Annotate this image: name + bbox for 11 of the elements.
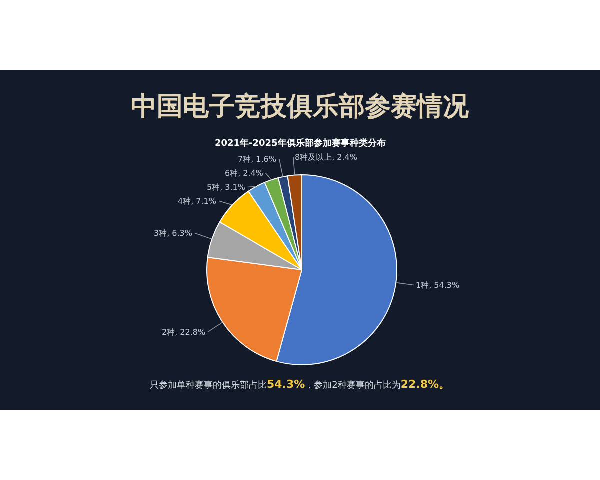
- chart-subtitle: 2021年-2025年俱乐部参加赛事种类分布: [215, 138, 386, 149]
- data-label: 54.3%: [267, 378, 306, 391]
- slice-label: 2种, 22.8%: [162, 328, 206, 337]
- slice-label: 8种及以上, 2.4%: [295, 153, 358, 162]
- slice-label: 7种, 1.6%: [238, 155, 277, 164]
- slice-label: 6种, 2.4%: [225, 169, 264, 178]
- chart-title: 中国电子竞技俱乐部参赛情况: [131, 92, 470, 122]
- slice-label: 1种, 54.3%: [416, 281, 460, 290]
- slice-label: 3种, 6.3%: [154, 229, 193, 238]
- slice-label: 5种, 3.1%: [207, 183, 246, 192]
- slice-label: 4种, 7.1%: [178, 197, 217, 206]
